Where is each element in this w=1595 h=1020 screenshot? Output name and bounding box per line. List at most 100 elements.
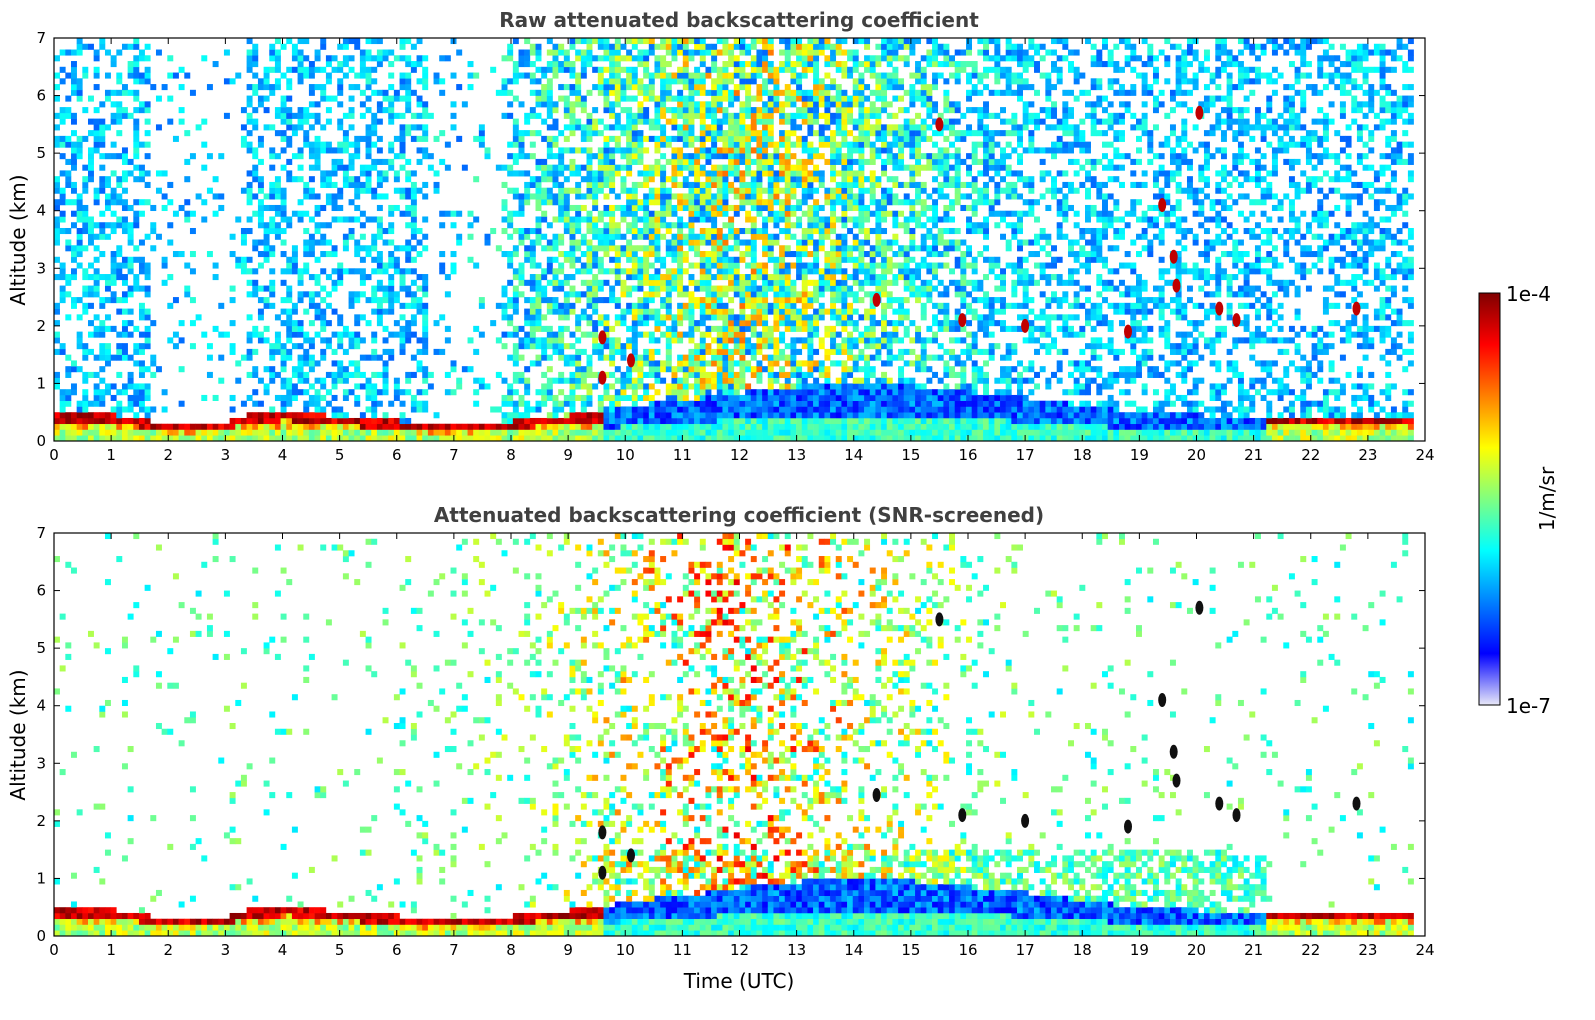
heatmap-cell bbox=[297, 360, 304, 367]
heatmap-cell bbox=[410, 222, 417, 229]
heatmap-cell bbox=[308, 412, 315, 419]
heatmap-cell bbox=[722, 135, 729, 142]
heatmap-cell bbox=[637, 256, 644, 263]
heatmap-cell bbox=[252, 72, 259, 79]
heatmap-cell bbox=[813, 383, 820, 390]
heatmap-cell bbox=[677, 417, 684, 425]
heatmap-cell bbox=[535, 216, 542, 223]
heatmap-cell bbox=[308, 394, 315, 401]
heatmap-cell bbox=[643, 216, 650, 223]
heatmap-cell bbox=[592, 297, 599, 304]
heatmap-cell bbox=[790, 285, 797, 292]
heatmap-cell bbox=[626, 371, 633, 378]
heatmap-cell bbox=[348, 141, 355, 148]
heatmap-cell bbox=[586, 262, 593, 269]
heatmap-cell bbox=[739, 124, 746, 131]
heatmap-cell bbox=[348, 153, 355, 160]
heatmap-cell bbox=[818, 112, 825, 119]
heatmap-cell bbox=[694, 38, 701, 45]
heatmap-cell bbox=[586, 360, 593, 367]
heatmap-cell bbox=[688, 187, 695, 194]
heatmap-cell bbox=[790, 118, 797, 125]
heatmap-cell bbox=[773, 291, 780, 298]
heatmap-cell bbox=[762, 135, 769, 142]
heatmap-cell bbox=[711, 274, 718, 281]
heatmap-cell bbox=[405, 239, 412, 246]
heatmap-cell bbox=[382, 377, 389, 384]
heatmap-cell bbox=[127, 383, 134, 390]
heatmap-cell bbox=[705, 158, 712, 165]
heatmap-cell bbox=[626, 325, 633, 332]
heatmap-cell bbox=[552, 400, 559, 407]
heatmap-cell bbox=[631, 181, 638, 188]
heatmap-cell bbox=[524, 193, 531, 200]
heatmap-cell bbox=[716, 256, 723, 263]
heatmap-cell bbox=[665, 107, 672, 114]
heatmap-cell bbox=[665, 400, 672, 407]
heatmap-cell bbox=[405, 256, 412, 263]
heatmap-cell bbox=[790, 193, 797, 200]
heatmap-cell bbox=[286, 400, 293, 407]
heatmap-cell bbox=[671, 371, 678, 378]
heatmap-cell bbox=[359, 245, 366, 252]
heatmap-cell bbox=[450, 222, 457, 229]
heatmap-cell bbox=[654, 112, 661, 119]
heatmap-cell bbox=[393, 262, 400, 269]
heatmap-cell bbox=[677, 406, 684, 413]
heatmap-cell bbox=[728, 423, 735, 430]
heatmap-cell bbox=[416, 337, 423, 344]
heatmap-cell bbox=[745, 84, 752, 91]
heatmap-cell bbox=[388, 262, 395, 269]
heatmap-cell bbox=[597, 43, 604, 50]
heatmap-cell bbox=[728, 435, 735, 442]
heatmap-cell bbox=[580, 61, 587, 68]
heatmap-cell bbox=[376, 176, 383, 183]
heatmap-cell bbox=[252, 193, 259, 200]
heatmap-cell bbox=[790, 170, 797, 177]
heatmap-cell bbox=[240, 141, 247, 148]
heatmap-cell bbox=[535, 308, 542, 315]
heatmap-cell bbox=[138, 394, 145, 401]
heatmap-cell bbox=[82, 245, 89, 252]
heatmap-cell bbox=[784, 435, 791, 442]
heatmap-cell bbox=[82, 389, 89, 396]
heatmap-cell bbox=[280, 400, 287, 407]
heatmap-cell bbox=[790, 314, 797, 321]
heatmap-cell bbox=[830, 216, 837, 223]
heatmap-cell bbox=[552, 256, 559, 263]
heatmap-cell bbox=[110, 199, 117, 206]
heatmap-cell bbox=[246, 435, 253, 442]
heatmap-cell bbox=[110, 423, 117, 430]
heatmap-cell bbox=[654, 55, 661, 62]
heatmap-cell bbox=[82, 412, 89, 419]
heatmap-cell bbox=[467, 61, 474, 68]
heatmap-cell bbox=[274, 314, 281, 321]
heatmap-cell bbox=[614, 78, 621, 85]
heatmap-cell bbox=[637, 354, 644, 361]
heatmap-cell bbox=[575, 55, 582, 62]
heatmap-cell bbox=[291, 55, 298, 62]
heatmap-cell bbox=[558, 49, 565, 56]
heatmap-cell bbox=[54, 423, 60, 430]
heatmap-cell bbox=[263, 423, 270, 430]
heatmap-cell bbox=[70, 187, 77, 194]
heatmap-cell bbox=[762, 331, 769, 338]
heatmap-cell bbox=[722, 412, 729, 419]
heatmap-cell bbox=[671, 204, 678, 212]
heatmap-cell bbox=[127, 435, 134, 442]
heatmap-cell bbox=[586, 112, 593, 119]
heatmap-cell bbox=[371, 55, 378, 62]
heatmap-cell bbox=[671, 193, 678, 200]
heatmap-cell bbox=[671, 158, 678, 165]
heatmap-cell bbox=[592, 38, 599, 45]
heatmap-cell bbox=[308, 354, 315, 361]
heatmap-cell bbox=[569, 158, 576, 165]
heatmap-cell bbox=[688, 181, 695, 188]
heatmap-cell bbox=[263, 337, 270, 344]
heatmap-cell bbox=[82, 394, 89, 401]
heatmap-cell bbox=[801, 187, 808, 194]
heatmap-cell bbox=[546, 302, 553, 309]
heatmap-cell bbox=[416, 423, 423, 430]
heatmap-cell bbox=[297, 417, 304, 425]
heatmap-cell bbox=[756, 320, 763, 327]
